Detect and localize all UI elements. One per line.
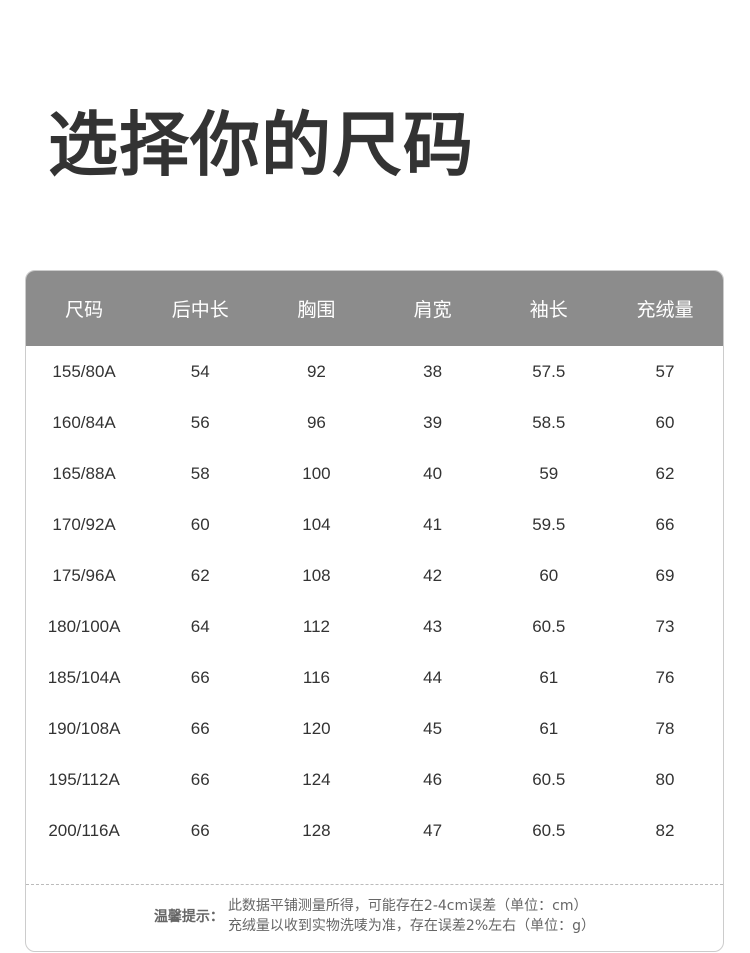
table-row: 180/100A 64 112 43 60.5 73 (26, 601, 723, 652)
note-line: 充绒量以收到实物洗唛为准，存在误差2%左右（单位：g） (227, 918, 596, 934)
table-cell: 185/104A (47, 667, 121, 687)
table-cell: 56 (190, 412, 210, 432)
table-cell: 155/80A (52, 361, 116, 381)
table-row: 195/112A 66 124 46 60.5 80 (26, 754, 723, 805)
table-cell: 73 (655, 616, 675, 636)
table-cell: 128 (302, 820, 331, 840)
table-cell: 62 (190, 565, 210, 585)
table-cell: 175/96A (52, 565, 116, 585)
column-header: 尺码 (65, 299, 104, 321)
table-cell: 170/92A (52, 514, 116, 534)
table-cell: 69 (655, 565, 675, 585)
table-cell: 46 (423, 769, 443, 789)
table-row: 155/80A 54 92 38 57.5 57 (26, 346, 723, 397)
table-cell: 66 (190, 667, 210, 687)
table-cell: 60 (539, 565, 559, 585)
table-cell: 165/88A (52, 463, 116, 483)
table-cell: 66 (190, 769, 210, 789)
table-cell: 64 (190, 616, 210, 636)
table-cell: 60.5 (532, 769, 566, 789)
table-row: 185/104A 66 116 44 61 76 (26, 652, 723, 703)
column-header: 后中长 (171, 299, 229, 321)
note-label: 温馨提示： (153, 909, 224, 925)
table-cell: 108 (302, 565, 331, 585)
table-cell: 195/112A (48, 769, 120, 789)
table-cell: 60 (190, 514, 210, 534)
column-header: 充绒量 (636, 299, 694, 321)
table-cell: 66 (655, 514, 675, 534)
table-cell: 57.5 (532, 361, 566, 381)
table-body: 155/80A 54 92 38 57.5 57 160/84A 56 96 39 58.5 60 16… (26, 346, 723, 856)
table-cell: 60.5 (532, 616, 566, 636)
column-header: 胸围 (297, 299, 336, 321)
table-cell: 60.5 (532, 820, 566, 840)
table-cell: 200/116A (48, 820, 120, 840)
column-header: 肩宽 (413, 299, 452, 321)
table-cell: 57 (655, 361, 675, 381)
table-cell: 60 (655, 412, 675, 432)
table-cell: 160/84A (52, 412, 116, 432)
table-cell: 40 (423, 463, 443, 483)
table-cell: 44 (423, 667, 443, 687)
table-cell: 62 (655, 463, 675, 483)
table-cell: 42 (423, 565, 443, 585)
table-cell: 80 (655, 769, 675, 789)
table-header: 尺码 后中长 胸围 肩宽 袖长 充绒量 (26, 271, 723, 346)
table-cell: 112 (302, 616, 330, 636)
size-note: 温馨提示： 此数据平铺测量所得，可能存在2-4cm误差（单位：cm） 充绒量以收… (26, 896, 723, 936)
table-row: 170/92A 60 104 41 59.5 66 (26, 499, 723, 550)
table-cell: 39 (423, 412, 443, 432)
divider (26, 884, 723, 885)
table-cell: 82 (655, 820, 675, 840)
table-cell: 61 (539, 718, 559, 738)
table-cell: 58.5 (532, 412, 566, 432)
table-cell: 92 (306, 361, 326, 381)
table-cell: 76 (655, 667, 675, 687)
table-cell: 38 (423, 361, 443, 381)
table-cell: 45 (423, 718, 443, 738)
table-cell: 47 (423, 820, 443, 840)
note-line: 此数据平铺测量所得，可能存在2-4cm误差（单位：cm） (227, 898, 588, 914)
column-header: 袖长 (529, 299, 568, 321)
table-cell: 180/100A (47, 616, 121, 636)
table-cell: 100 (302, 463, 331, 483)
table-cell: 59.5 (532, 514, 566, 534)
table-cell: 66 (190, 820, 210, 840)
table-cell: 54 (190, 361, 210, 381)
table-row: 200/116A 66 128 47 60.5 82 (26, 805, 723, 856)
table-row: 175/96A 62 108 42 60 69 (26, 550, 723, 601)
table-cell: 41 (423, 514, 443, 534)
table-cell: 61 (539, 667, 559, 687)
table-cell: 124 (302, 769, 331, 789)
table-row: 160/84A 56 96 39 58.5 60 (26, 397, 723, 448)
table-cell: 58 (190, 463, 210, 483)
table-cell: 78 (655, 718, 675, 738)
table-cell: 116 (302, 667, 330, 687)
table-cell: 43 (423, 616, 443, 636)
table-cell: 104 (302, 514, 331, 534)
table-row: 165/88A 58 100 40 59 62 (26, 448, 723, 499)
table-cell: 120 (302, 718, 331, 738)
page-title: 选择你的尺码 (48, 104, 474, 186)
size-chart-table: 尺码 后中长 胸围 肩宽 袖长 充绒量 155/80A 54 92 38 57.5 57 160/84… (25, 270, 724, 952)
table-cell: 66 (190, 718, 210, 738)
table-row: 190/108A 66 120 45 61 78 (26, 703, 723, 754)
table-cell: 190/108A (47, 718, 121, 738)
table-cell: 59 (539, 463, 559, 483)
table-cell: 96 (306, 412, 326, 432)
